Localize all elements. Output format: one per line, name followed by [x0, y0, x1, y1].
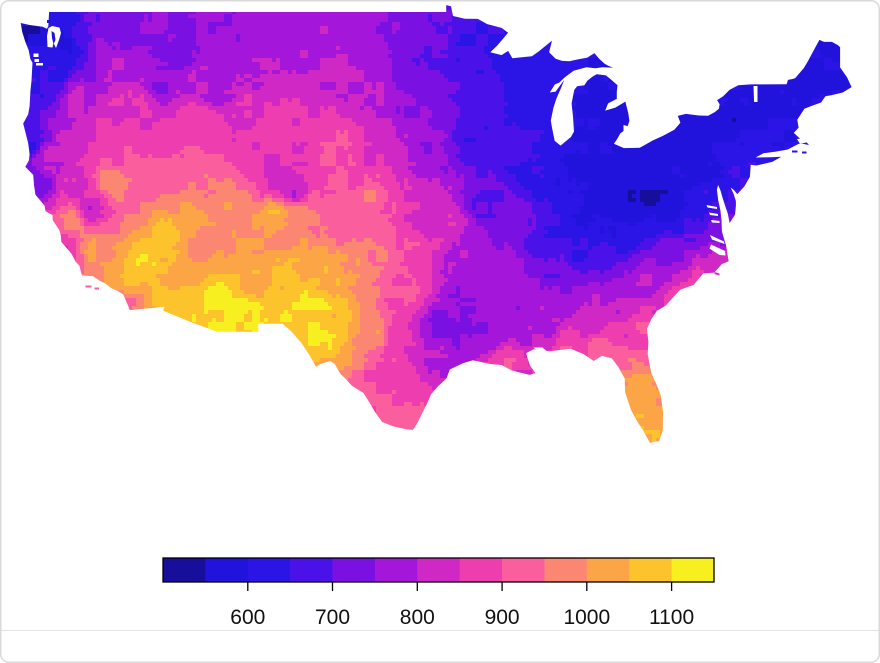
svg-text:800: 800: [400, 606, 435, 629]
svg-text:900: 900: [485, 606, 520, 629]
svg-text:700: 700: [315, 606, 350, 629]
svg-text:1000: 1000: [563, 606, 610, 629]
svg-text:600: 600: [230, 606, 265, 629]
svg-text:1100: 1100: [649, 606, 694, 629]
